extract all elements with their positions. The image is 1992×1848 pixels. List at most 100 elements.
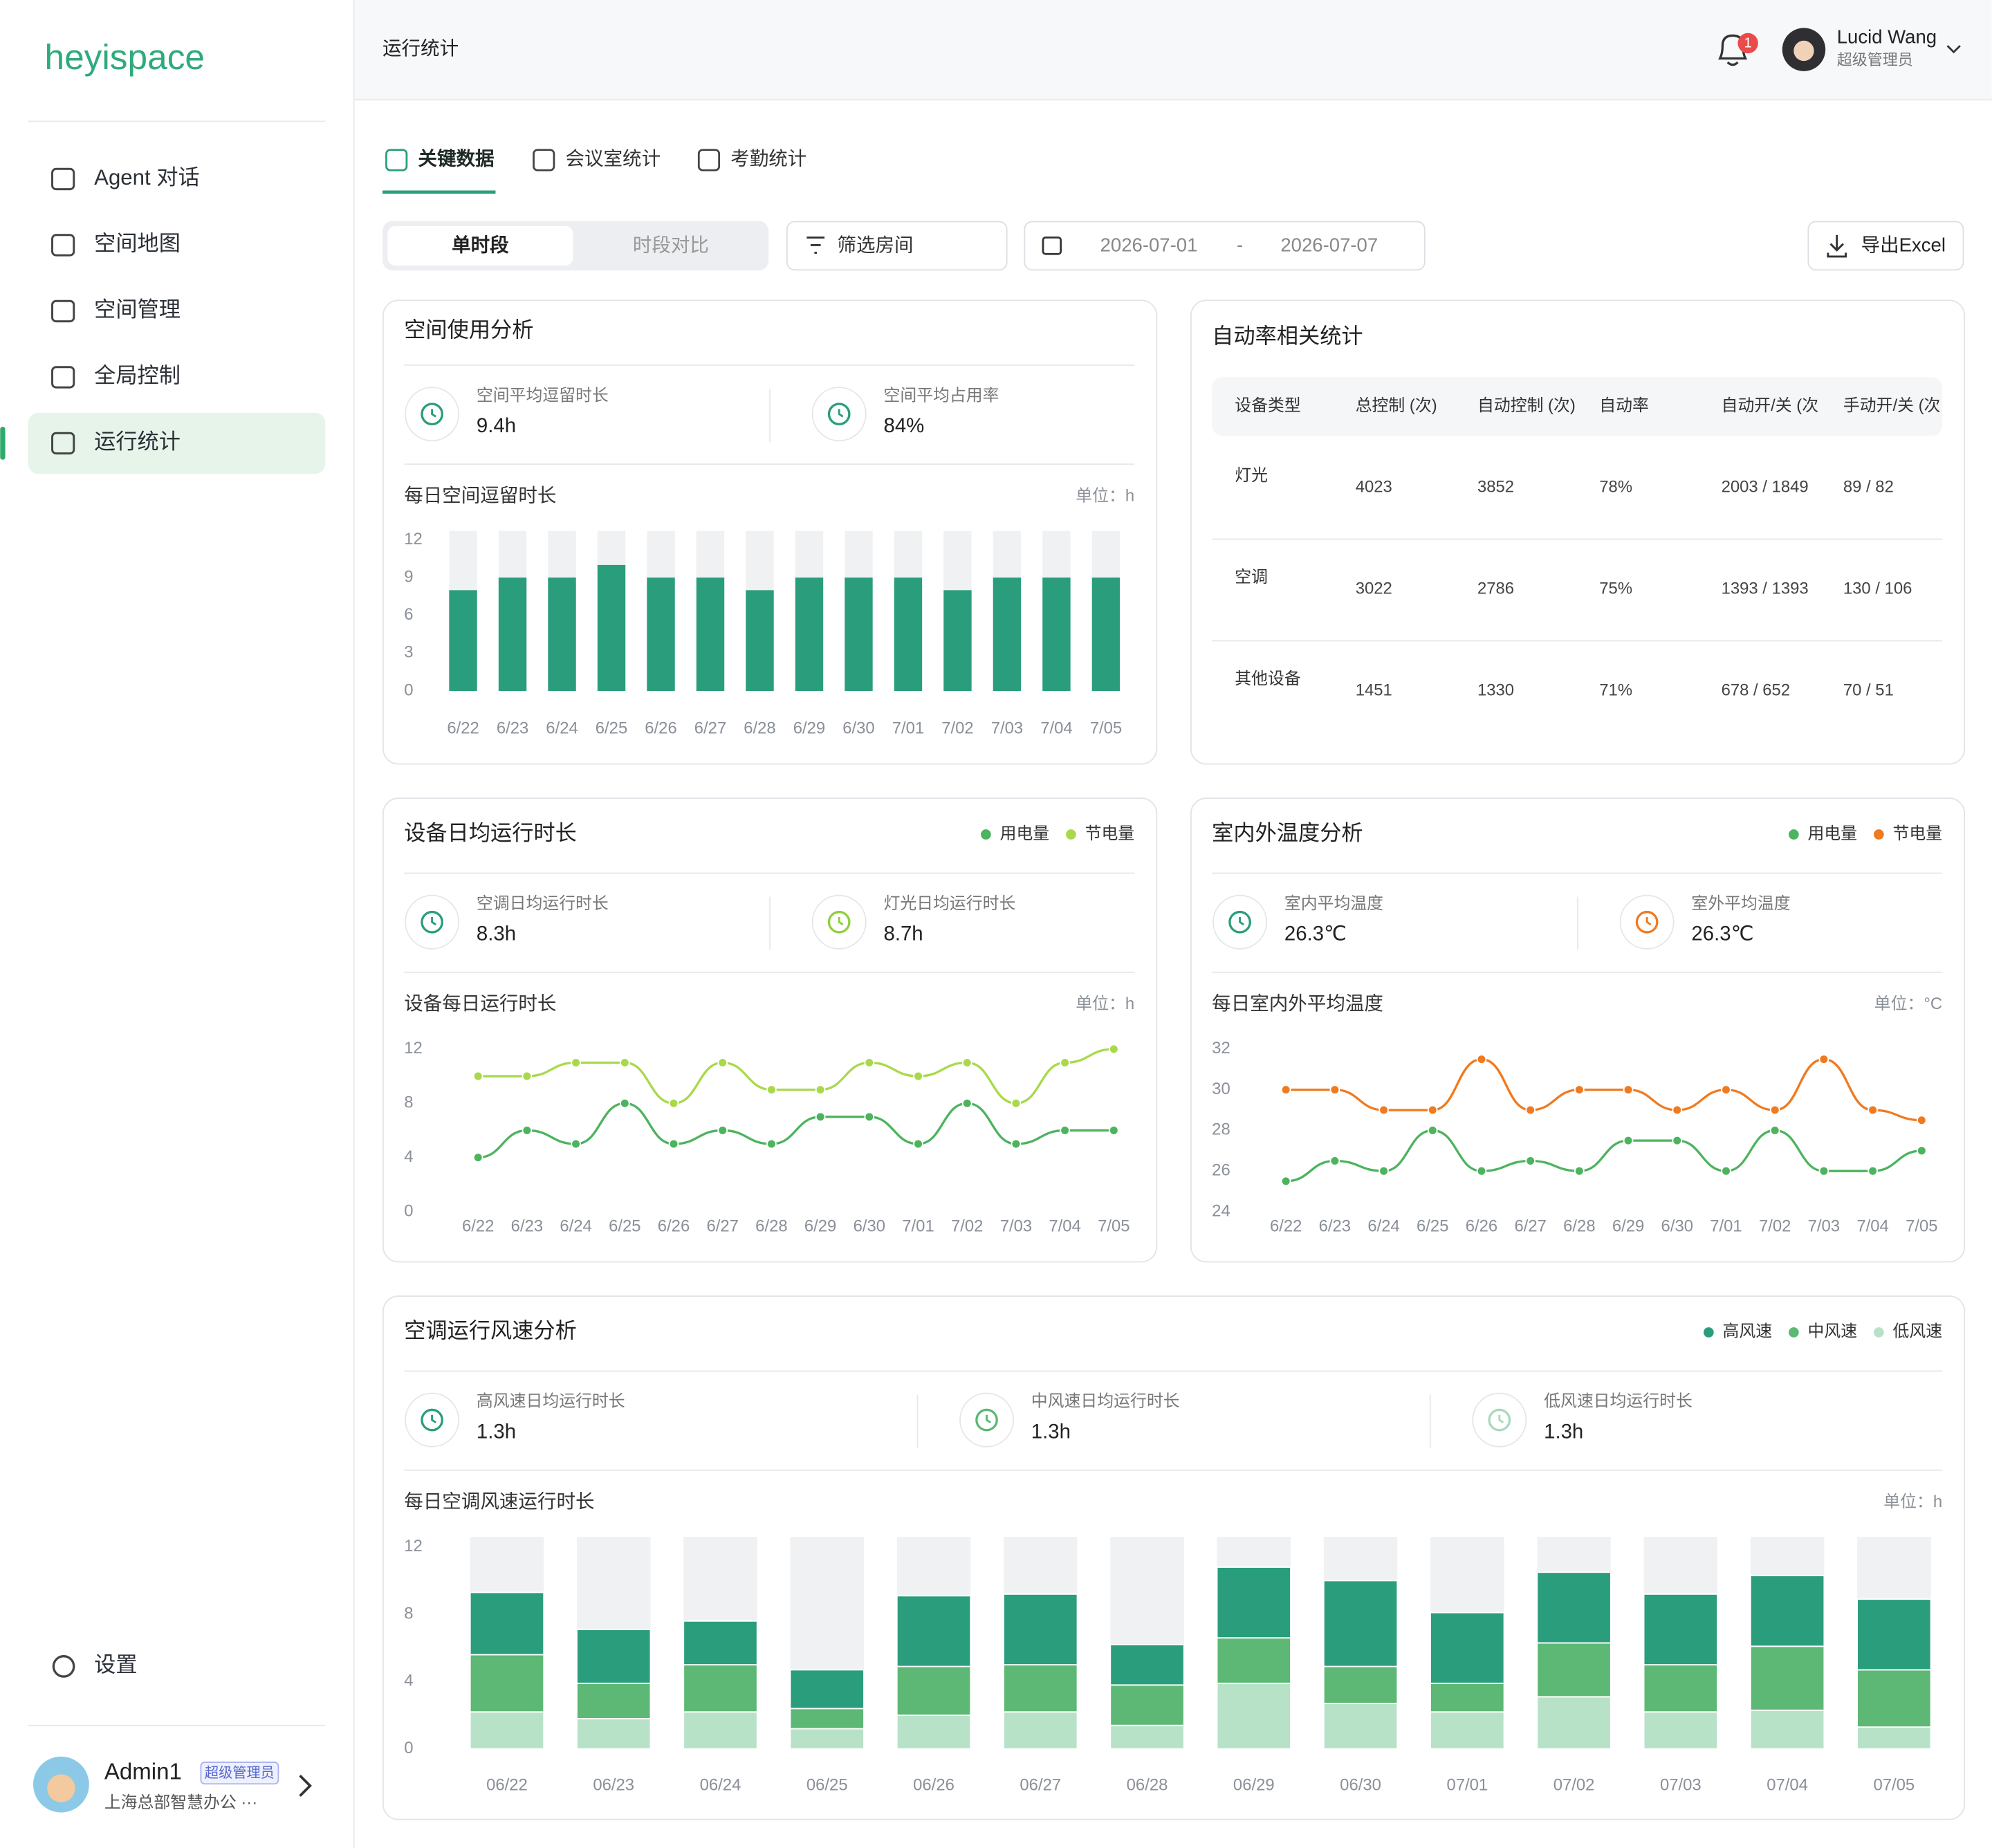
tab[interactable]: 考勤统计 [730,148,806,169]
y-tick-label: 0 [404,1201,413,1220]
settings-icon [52,1655,75,1678]
table-cell: 3852 [1477,478,1514,497]
line-point [815,1111,826,1122]
line-point [1574,1084,1585,1095]
nav-icon [51,366,75,389]
bar-segment [683,1711,758,1750]
x-tick-label: 6/26 [1466,1217,1497,1235]
x-tick-label: 7/03 [1000,1217,1032,1235]
table-cell: 89 / 82 [1843,478,1894,497]
stat-value: 1.3h [477,1420,516,1443]
x-tick-label: 6/29 [1612,1217,1644,1235]
date-box[interactable] [1024,221,1426,271]
x-tick-label: 6/28 [744,719,775,737]
export-button[interactable] [1807,221,1964,271]
stat-label: 室内平均温度 [1284,894,1383,913]
settings[interactable]: 设置 [94,1653,137,1677]
x-tick-label: 6/22 [462,1217,494,1235]
bar [746,590,774,692]
bar-segment [576,1682,652,1719]
user-badge-bg [200,1762,279,1785]
chart-title: 每日室内外平均温度 [1212,992,1383,1014]
segment[interactable]: 单时段 [452,234,509,256]
x-tick-label: 7/04 [1049,1217,1080,1235]
date-separator: - [1237,234,1243,256]
legend-swatch [1704,1327,1714,1338]
line-point [571,1057,581,1068]
line-point [864,1057,875,1068]
line-point [1476,1165,1487,1176]
table-header: 自动控制 (次) [1477,396,1576,415]
line-point [1060,1057,1070,1068]
legend-swatch [1874,829,1884,840]
line-point [1672,1105,1683,1116]
table-cell: 130 / 106 [1843,579,1912,598]
nav-item[interactable]: 空间管理 [94,297,181,322]
nav-item[interactable]: Agent 对话 [94,165,200,190]
nav-item[interactable]: 空间地图 [94,232,181,256]
tab-icon [385,149,408,172]
table-cell: 71% [1599,681,1632,699]
stat-value: 84% [883,414,924,437]
line-point [1868,1105,1878,1116]
legend-label: 用电量 [1000,824,1050,843]
header-chevron[interactable] [1946,45,1961,54]
bar-segment [683,1664,758,1713]
stat-icon-hand [986,1414,991,1424]
line-point [522,1071,533,1082]
stat-value: 9.4h [477,414,516,437]
x-tick-label: 6/27 [694,719,726,737]
segment[interactable]: 时段对比 [633,234,709,256]
bar-segment [1856,1669,1932,1728]
filter-box[interactable] [786,221,1008,271]
table-cell: 2003 / 1849 [1722,478,1809,497]
line-point [961,1057,972,1068]
bar [597,564,626,692]
stat-icon [421,403,443,426]
line-point [1011,1138,1022,1149]
x-tick-label: 6/23 [497,719,528,737]
line-point [815,1084,826,1095]
tab[interactable]: 会议室统计 [565,148,661,169]
user-chevron[interactable] [299,1775,312,1798]
user-avatar-face [47,1774,75,1802]
nav-active-bar [0,427,6,460]
line-point [913,1071,923,1082]
bar [845,578,873,692]
y-tick-label: 12 [404,530,423,548]
bar-segment [1216,1637,1291,1684]
x-tick-label: 06/29 [1233,1775,1275,1794]
stat-icon-hand [431,409,436,418]
logo: heyispace [45,37,205,77]
table-cell: 空调 [1235,568,1268,586]
tab[interactable]: 关键数据 [418,148,494,169]
bar [795,578,824,692]
x-tick-label: 6/25 [596,719,627,737]
line-point [913,1138,923,1149]
bar-segment [1322,1703,1399,1750]
stat-icon [975,1408,998,1432]
bar-segment [1003,1711,1078,1750]
nav-item[interactable]: 全局控制 [94,364,181,388]
bar [647,578,675,692]
line-point [1769,1105,1780,1116]
x-tick-label: 6/22 [1270,1217,1302,1235]
x-tick-label: 07/05 [1873,1775,1915,1794]
x-tick-label: 7/01 [1710,1217,1742,1235]
line-point [1280,1176,1291,1187]
bar-segment [683,1620,758,1666]
line-point [1108,1125,1119,1136]
line-series [478,1102,1114,1159]
stat-icon-hand [431,916,436,926]
line-point [472,1152,483,1163]
bar-segment [789,1708,865,1730]
nav-icon [51,432,75,455]
table-header: 设备类型 [1235,396,1300,415]
calendar-icon [1042,237,1062,255]
line-point [961,1098,972,1109]
bar-segment [896,1595,972,1667]
stat-value: 26.3℃ [1284,922,1347,945]
nav-item[interactable]: 运行统计 [94,429,181,454]
bar [449,590,477,692]
